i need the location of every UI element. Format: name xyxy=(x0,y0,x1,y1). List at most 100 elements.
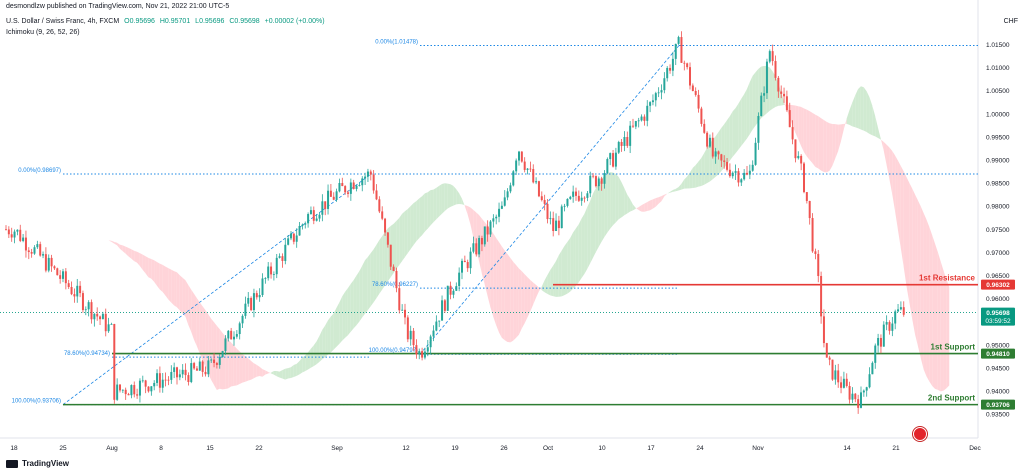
symbol-title: U.S. Dollar / Swiss Franc, 4h, FXCM xyxy=(6,18,120,25)
ichimoku-cloud-bear xyxy=(521,271,525,329)
x-tick-label: 14 xyxy=(843,445,851,452)
ichimoku-cloud-bear xyxy=(162,264,166,296)
x-tick-label: 15 xyxy=(206,445,214,452)
ichimoku-cloud-bear xyxy=(932,235,935,389)
ichimoku-cloud-bull xyxy=(382,232,385,290)
candle-body xyxy=(7,229,10,235)
ichimoku-cloud-bull xyxy=(564,242,568,296)
y-tick-label: 1.00500 xyxy=(986,88,1010,95)
ohlc-close: C0.95698 xyxy=(229,18,260,25)
candle-body xyxy=(897,309,900,312)
candle-body xyxy=(592,175,595,177)
y-tick-label: 0.94000 xyxy=(986,389,1010,396)
ichimoku-cloud-bull xyxy=(439,184,442,217)
fib-level-label: 78.60%(0.96227) xyxy=(372,282,418,288)
candle-body xyxy=(757,115,760,143)
candle-body xyxy=(312,210,315,221)
ichimoku-cloud-bull xyxy=(735,103,739,154)
ichimoku-cloud-bear xyxy=(137,251,140,266)
candle-body xyxy=(515,160,518,172)
candle-body xyxy=(526,168,529,170)
ichimoku-cloud-bear xyxy=(265,370,269,375)
candle-body xyxy=(634,121,637,127)
candle-body xyxy=(520,151,523,162)
ichimoku-cloud-bull xyxy=(396,217,400,269)
candle-body xyxy=(626,136,629,146)
candle-body xyxy=(899,307,902,310)
ichimoku-cloud-bear xyxy=(493,233,497,325)
candle-body xyxy=(67,283,70,288)
candle-body xyxy=(39,244,42,256)
ichimoku-cloud-bear xyxy=(504,250,508,342)
ichimoku-cloud-bear xyxy=(889,147,893,195)
candle-body xyxy=(640,116,643,121)
candle-body xyxy=(281,256,284,261)
ichimoku-cloud-bull xyxy=(325,320,328,358)
x-tick-label: 22 xyxy=(255,445,263,452)
candle-body xyxy=(221,351,224,358)
tradingview-logo[interactable]: TradingView xyxy=(6,459,69,468)
ichimoku-cloud-bull xyxy=(593,188,596,258)
candle-body xyxy=(195,368,198,371)
ichimoku-cloud-bear xyxy=(937,252,941,392)
ichimoku-cloud-bull xyxy=(672,188,676,192)
ichimoku-cloud-bull xyxy=(427,190,431,229)
candle-body xyxy=(478,238,481,255)
candle-body xyxy=(885,322,888,325)
ichimoku-cloud-bull xyxy=(102,238,106,240)
candle-body xyxy=(386,232,389,245)
candle-body xyxy=(124,389,127,395)
ichimoku-cloud-bull xyxy=(869,97,873,136)
ichimoku-cloud-bull xyxy=(689,167,693,189)
ichimoku-cloud-bull xyxy=(729,111,733,161)
candle-body xyxy=(238,323,241,335)
ichimoku-cloud-bear xyxy=(909,182,913,319)
ichimoku-cloud-bull xyxy=(573,228,576,289)
candle-body xyxy=(33,247,36,254)
candle-body xyxy=(16,229,19,232)
x-tick-label: 24 xyxy=(696,445,704,452)
ichimoku-cloud-bull xyxy=(704,147,707,185)
candle-body xyxy=(101,313,104,320)
candle-body xyxy=(728,169,731,177)
candle-body xyxy=(842,378,845,388)
ichimoku-cloud-bull xyxy=(285,368,289,380)
ichimoku-cloud-bull xyxy=(339,296,343,344)
ichimoku-cloud-bull xyxy=(846,109,850,125)
ichimoku-cloud-bear xyxy=(117,242,120,249)
candle-body xyxy=(546,203,549,220)
candle-body xyxy=(811,218,814,252)
ichimoku-cloud-bear xyxy=(838,124,841,152)
ichimoku-cloud-bear xyxy=(139,253,143,270)
candle-body xyxy=(674,43,677,59)
ichimoku-cloud-bull xyxy=(276,371,280,378)
ichimoku-cloud-bull xyxy=(752,72,756,130)
candle-body xyxy=(680,37,683,63)
ichimoku-cloud-bull xyxy=(402,211,405,262)
ichimoku-cloud-bear xyxy=(119,244,123,252)
ichimoku-cloud-bear xyxy=(917,200,921,358)
candle-body xyxy=(96,313,99,317)
candle-body xyxy=(432,330,435,337)
ichimoku-cloud-bear xyxy=(239,351,243,385)
ichimoku-cloud-bear xyxy=(536,284,539,298)
candle-body xyxy=(315,218,318,221)
candle-body xyxy=(589,175,592,194)
ichimoku-cloud-bear xyxy=(903,171,907,287)
ichimoku-cloud-bear xyxy=(131,249,135,262)
candle-body xyxy=(475,243,478,255)
candle-body xyxy=(247,297,250,304)
candle-body xyxy=(344,186,347,193)
ichimoku-cloud-bull xyxy=(350,280,354,332)
tradingview-brand: TradingView xyxy=(22,459,69,468)
ichimoku-cloud-bear xyxy=(897,160,901,249)
candle-body xyxy=(364,176,367,179)
candle-body xyxy=(90,302,93,320)
ichimoku-cloud-bear xyxy=(467,206,471,225)
ichimoku-cloud-bear xyxy=(176,272,180,311)
y-tick-label: 1.01000 xyxy=(986,65,1010,72)
ichimoku-cloud-bull xyxy=(755,68,759,126)
ichimoku-cloud-bear xyxy=(171,269,175,306)
candle-body xyxy=(560,206,563,229)
